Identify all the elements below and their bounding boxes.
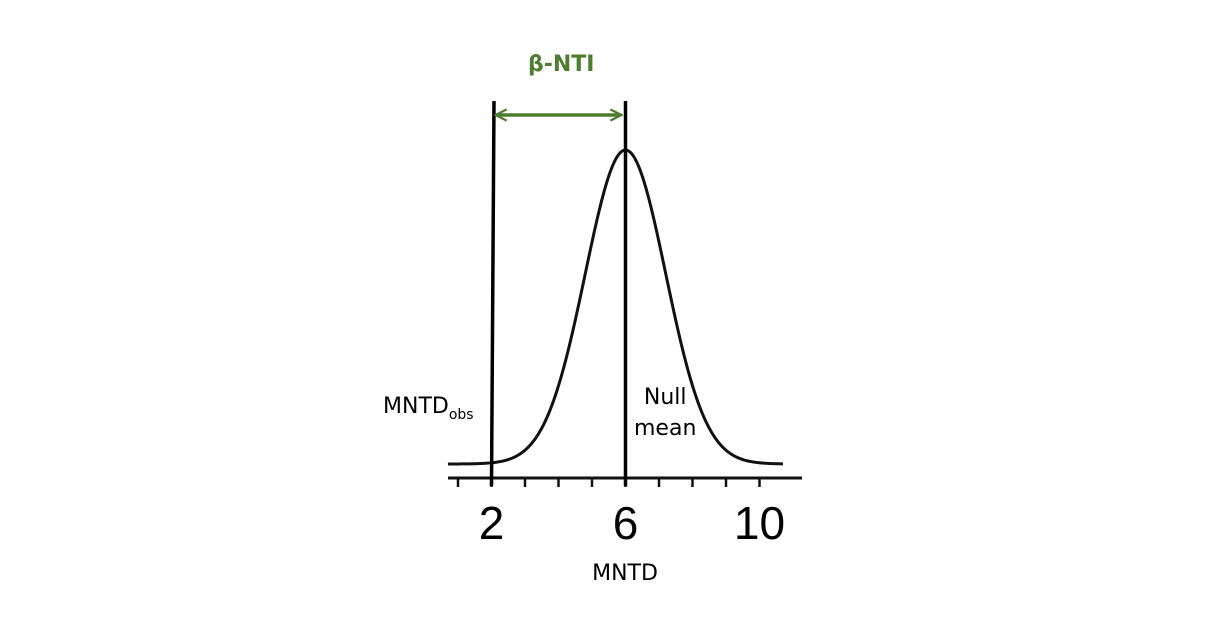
null-mean-label: Null mean — [634, 382, 696, 444]
x-axis-title: MNTD — [592, 561, 658, 586]
mntd-obs-label: MNTDobs — [383, 393, 474, 423]
observed-mntd-line — [489, 100, 496, 487]
mntd-obs-subscript: obs — [448, 407, 474, 423]
x-tick-label-2: 2 — [478, 497, 505, 549]
x-tick-label-6: 6 — [612, 497, 639, 549]
null-mean-label-line2: mean — [634, 416, 697, 441]
beta-nti-label: β-NTI — [528, 52, 595, 77]
null-mean-label-line1: Null — [643, 385, 687, 410]
x-tick-label-10: 10 — [733, 497, 786, 549]
null-distribution-curve — [447, 148, 784, 466]
mntd-obs-main: MNTD — [383, 394, 449, 419]
